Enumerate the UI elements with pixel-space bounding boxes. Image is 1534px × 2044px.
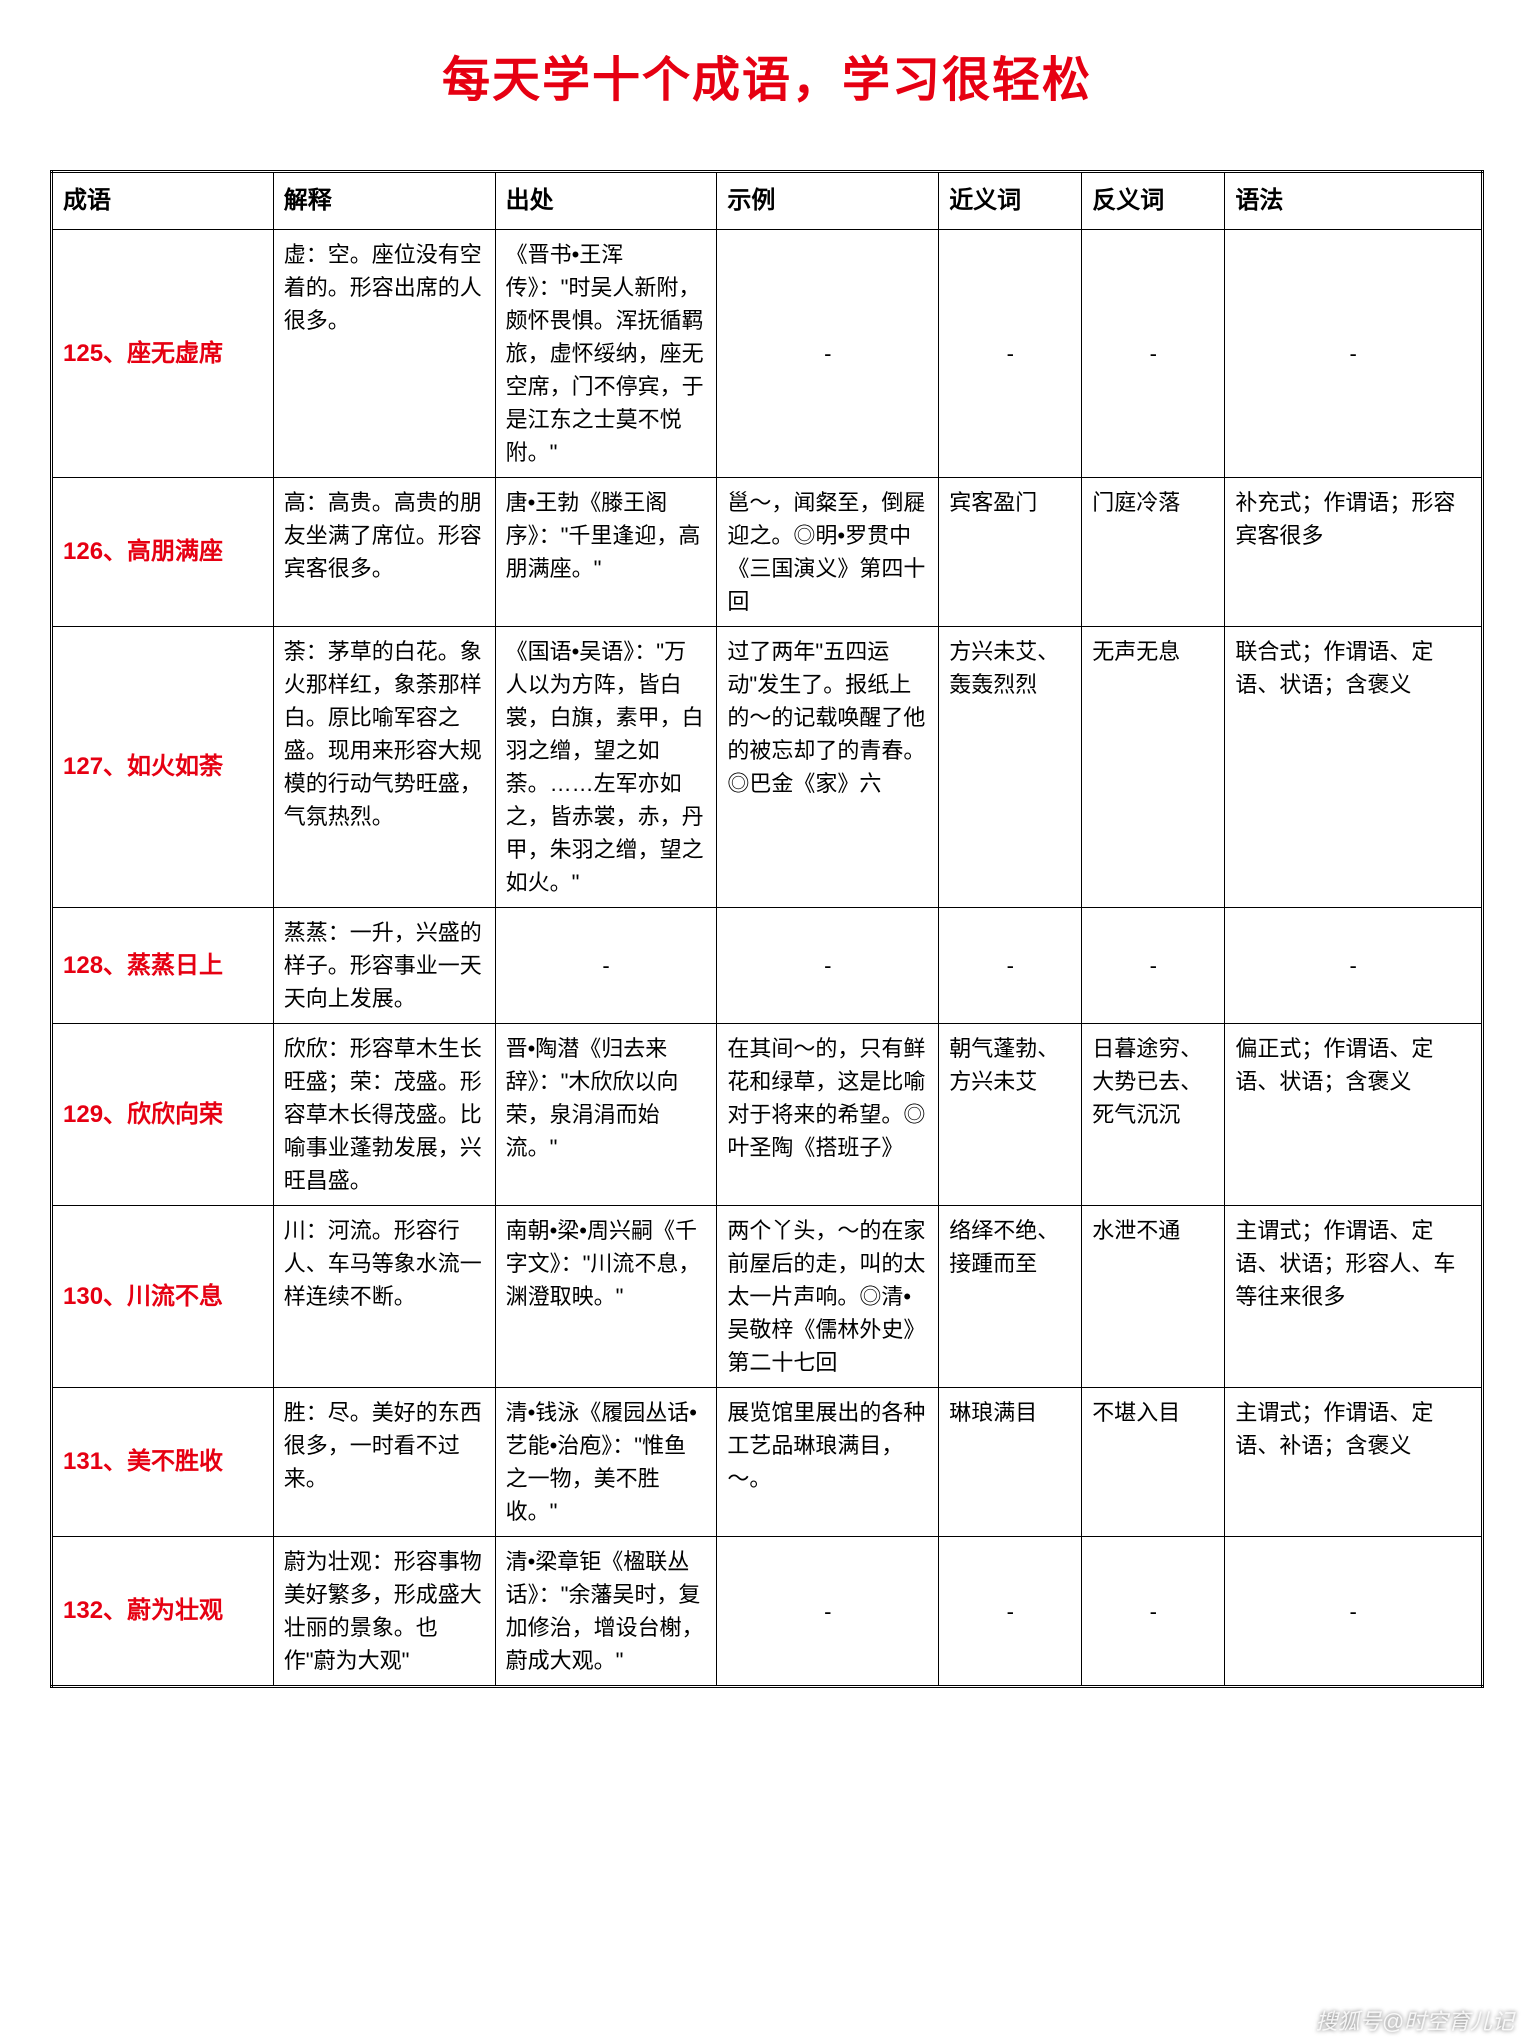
col-grammar: 语法 <box>1225 172 1483 230</box>
table-header-row: 成语 解释 出处 示例 近义词 反义词 语法 <box>52 172 1483 230</box>
grammar-cell: 主谓式；作谓语、定语、补语；含褒义 <box>1225 1388 1483 1537</box>
example-cell: 展览馆里展出的各种工艺品琳琅满目，～。 <box>717 1388 939 1537</box>
explain-cell: 川：河流。形容行人、车马等象水流一样连续不断。 <box>273 1206 495 1388</box>
source-cell: 《晋书•王浑传》："时吴人新附，颇怀畏惧。浑抚循羁旅，虚怀绥纳，座无空席，门不停… <box>495 230 717 478</box>
grammar-cell: - <box>1225 1537 1483 1687</box>
source-cell: - <box>495 908 717 1024</box>
grammar-cell: - <box>1225 908 1483 1024</box>
idiom-cell: 129、欣欣向荣 <box>52 1024 274 1206</box>
syn-cell: 朝气蓬勃、方兴未艾 <box>939 1024 1082 1206</box>
idiom-cell: 127、如火如荼 <box>52 627 274 908</box>
ant-cell: 无声无息 <box>1082 627 1225 908</box>
col-syn: 近义词 <box>939 172 1082 230</box>
table-row: 132、蔚为壮观蔚为壮观：形容事物美好繁多，形成盛大壮丽的景象。也作"蔚为大观"… <box>52 1537 1483 1687</box>
page-title: 每天学十个成语，学习很轻松 <box>50 40 1484 110</box>
syn-cell: 络绎不绝、接踵而至 <box>939 1206 1082 1388</box>
explain-cell: 胜：尽。美好的东西很多，一时看不过来。 <box>273 1388 495 1537</box>
idiom-cell: 132、蔚为壮观 <box>52 1537 274 1687</box>
ant-cell: - <box>1082 1537 1225 1687</box>
table-row: 129、欣欣向荣欣欣：形容草木生长旺盛；荣：茂盛。形容草木长得茂盛。比喻事业蓬勃… <box>52 1024 1483 1206</box>
col-example: 示例 <box>717 172 939 230</box>
explain-cell: 蒸蒸：一升，兴盛的样子。形容事业一天天向上发展。 <box>273 908 495 1024</box>
example-cell: - <box>717 908 939 1024</box>
col-idiom: 成语 <box>52 172 274 230</box>
col-ant: 反义词 <box>1082 172 1225 230</box>
explain-cell: 荼：茅草的白花。象火那样红，象荼那样白。原比喻军容之盛。现用来形容大规模的行动气… <box>273 627 495 908</box>
ant-cell: 门庭冷落 <box>1082 478 1225 627</box>
watermark: 搜狐号@时空育儿记 <box>1316 2004 1514 2036</box>
idiom-cell: 126、高朋满座 <box>52 478 274 627</box>
idiom-cell: 131、美不胜收 <box>52 1388 274 1537</box>
table-row: 127、如火如荼荼：茅草的白花。象火那样红，象荼那样白。原比喻军容之盛。现用来形… <box>52 627 1483 908</box>
table-body: 125、座无虚席虚：空。座位没有空着的。形容出席的人很多。《晋书•王浑传》："时… <box>52 230 1483 1687</box>
table-row: 125、座无虚席虚：空。座位没有空着的。形容出席的人很多。《晋书•王浑传》："时… <box>52 230 1483 478</box>
explain-cell: 蔚为壮观：形容事物美好繁多，形成盛大壮丽的景象。也作"蔚为大观" <box>273 1537 495 1687</box>
idiom-table: 成语 解释 出处 示例 近义词 反义词 语法 125、座无虚席虚：空。座位没有空… <box>50 170 1484 1688</box>
explain-cell: 高：高贵。高贵的朋友坐满了席位。形容宾客很多。 <box>273 478 495 627</box>
syn-cell: 方兴未艾、轰轰烈烈 <box>939 627 1082 908</box>
example-cell: 在其间～的，只有鲜花和绿草，这是比喻对于将来的希望。◎叶圣陶《搭班子》 <box>717 1024 939 1206</box>
ant-cell: 日暮途穷、大势已去、死气沉沉 <box>1082 1024 1225 1206</box>
explain-cell: 虚：空。座位没有空着的。形容出席的人很多。 <box>273 230 495 478</box>
grammar-cell: - <box>1225 230 1483 478</box>
ant-cell: - <box>1082 908 1225 1024</box>
table-row: 128、蒸蒸日上蒸蒸：一升，兴盛的样子。形容事业一天天向上发展。----- <box>52 908 1483 1024</box>
syn-cell: - <box>939 1537 1082 1687</box>
idiom-cell: 130、川流不息 <box>52 1206 274 1388</box>
source-cell: 清•钱泳《履园丛话•艺能•治庖》："惟鱼之一物，美不胜收。" <box>495 1388 717 1537</box>
ant-cell: - <box>1082 230 1225 478</box>
source-cell: 清•梁章钜《楹联丛话》："余藩吴时，复加修治，增设台榭，蔚成大观。" <box>495 1537 717 1687</box>
source-cell: 《国语•吴语》："万人以为方阵，皆白裳，白旗，素甲，白羽之缯，望之如荼。……左军… <box>495 627 717 908</box>
explain-cell: 欣欣：形容草木生长旺盛；荣：茂盛。形容草木长得茂盛。比喻事业蓬勃发展，兴旺昌盛。 <box>273 1024 495 1206</box>
example-cell: - <box>717 1537 939 1687</box>
syn-cell: 宾客盈门 <box>939 478 1082 627</box>
table-row: 130、川流不息川：河流。形容行人、车马等象水流一样连续不断。南朝•梁•周兴嗣《… <box>52 1206 1483 1388</box>
table-row: 126、高朋满座高：高贵。高贵的朋友坐满了席位。形容宾客很多。唐•王勃《滕王阁序… <box>52 478 1483 627</box>
col-source: 出处 <box>495 172 717 230</box>
syn-cell: - <box>939 908 1082 1024</box>
idiom-cell: 125、座无虚席 <box>52 230 274 478</box>
ant-cell: 水泄不通 <box>1082 1206 1225 1388</box>
ant-cell: 不堪入目 <box>1082 1388 1225 1537</box>
syn-cell: - <box>939 230 1082 478</box>
idiom-cell: 128、蒸蒸日上 <box>52 908 274 1024</box>
grammar-cell: 联合式；作谓语、定语、状语；含褒义 <box>1225 627 1483 908</box>
example-cell: - <box>717 230 939 478</box>
example-cell: 两个丫头，～的在家前屋后的走，叫的太太一片声响。◎清•吴敬梓《儒林外史》第二十七… <box>717 1206 939 1388</box>
col-explain: 解释 <box>273 172 495 230</box>
source-cell: 南朝•梁•周兴嗣《千字文》："川流不息，渊澄取映。" <box>495 1206 717 1388</box>
example-cell: 过了两年"五四运动"发生了。报纸上的～的记载唤醒了他的被忘却了的青春。◎巴金《家… <box>717 627 939 908</box>
source-cell: 晋•陶潜《归去来辞》："木欣欣以向荣，泉涓涓而始流。" <box>495 1024 717 1206</box>
grammar-cell: 偏正式；作谓语、定语、状语；含褒义 <box>1225 1024 1483 1206</box>
grammar-cell: 主谓式；作谓语、定语、状语；形容人、车等往来很多 <box>1225 1206 1483 1388</box>
table-row: 131、美不胜收胜：尽。美好的东西很多，一时看不过来。清•钱泳《履园丛话•艺能•… <box>52 1388 1483 1537</box>
syn-cell: 琳琅满目 <box>939 1388 1082 1537</box>
example-cell: 邕～，闻粲至，倒屣迎之。◎明•罗贯中《三国演义》第四十回 <box>717 478 939 627</box>
grammar-cell: 补充式；作谓语；形容宾客很多 <box>1225 478 1483 627</box>
source-cell: 唐•王勃《滕王阁序》："千里逢迎，高朋满座。" <box>495 478 717 627</box>
